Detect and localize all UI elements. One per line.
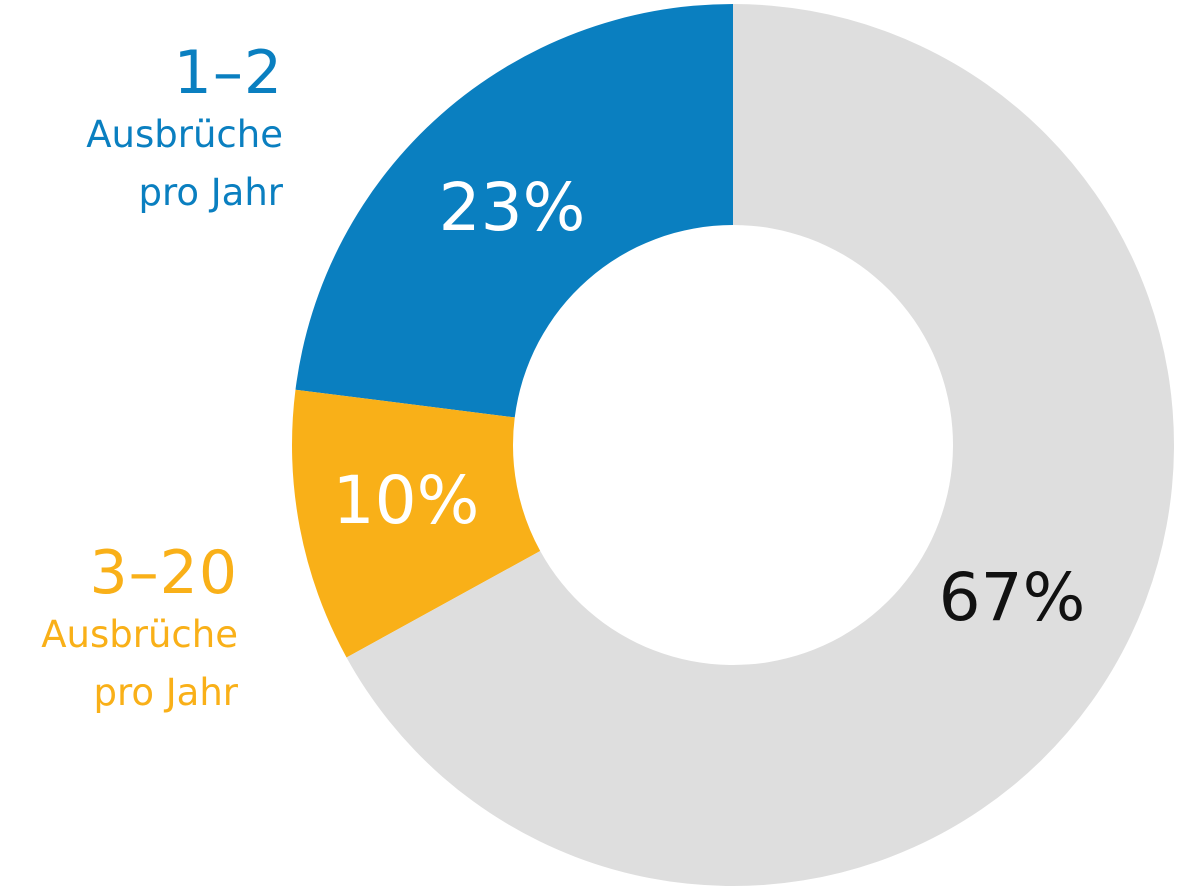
legend-range: 1–2 (173, 38, 283, 108)
legend-desc-line1: Ausbrüche (41, 613, 238, 656)
legend-entry-3-20: 3–20 Ausbrüche pro Jahr (41, 540, 238, 722)
slice-rest-value-label: 67% (939, 559, 1086, 636)
slice-rest (346, 4, 1174, 887)
legend-entry-1-2: 1–2 Ausbrüche pro Jahr (86, 40, 283, 222)
legend-desc-line1: Ausbrüche (86, 113, 283, 156)
legend-range: 3–20 (89, 538, 238, 608)
slice-3-20 (292, 389, 541, 658)
slice-3-20-value-label: 10% (333, 462, 480, 539)
legend-desc-line2: pro Jahr (93, 671, 238, 714)
slice-1-2-value-label: 23% (439, 169, 586, 246)
legend-desc-line2: pro Jahr (138, 171, 283, 214)
slice-1-2 (295, 4, 733, 418)
